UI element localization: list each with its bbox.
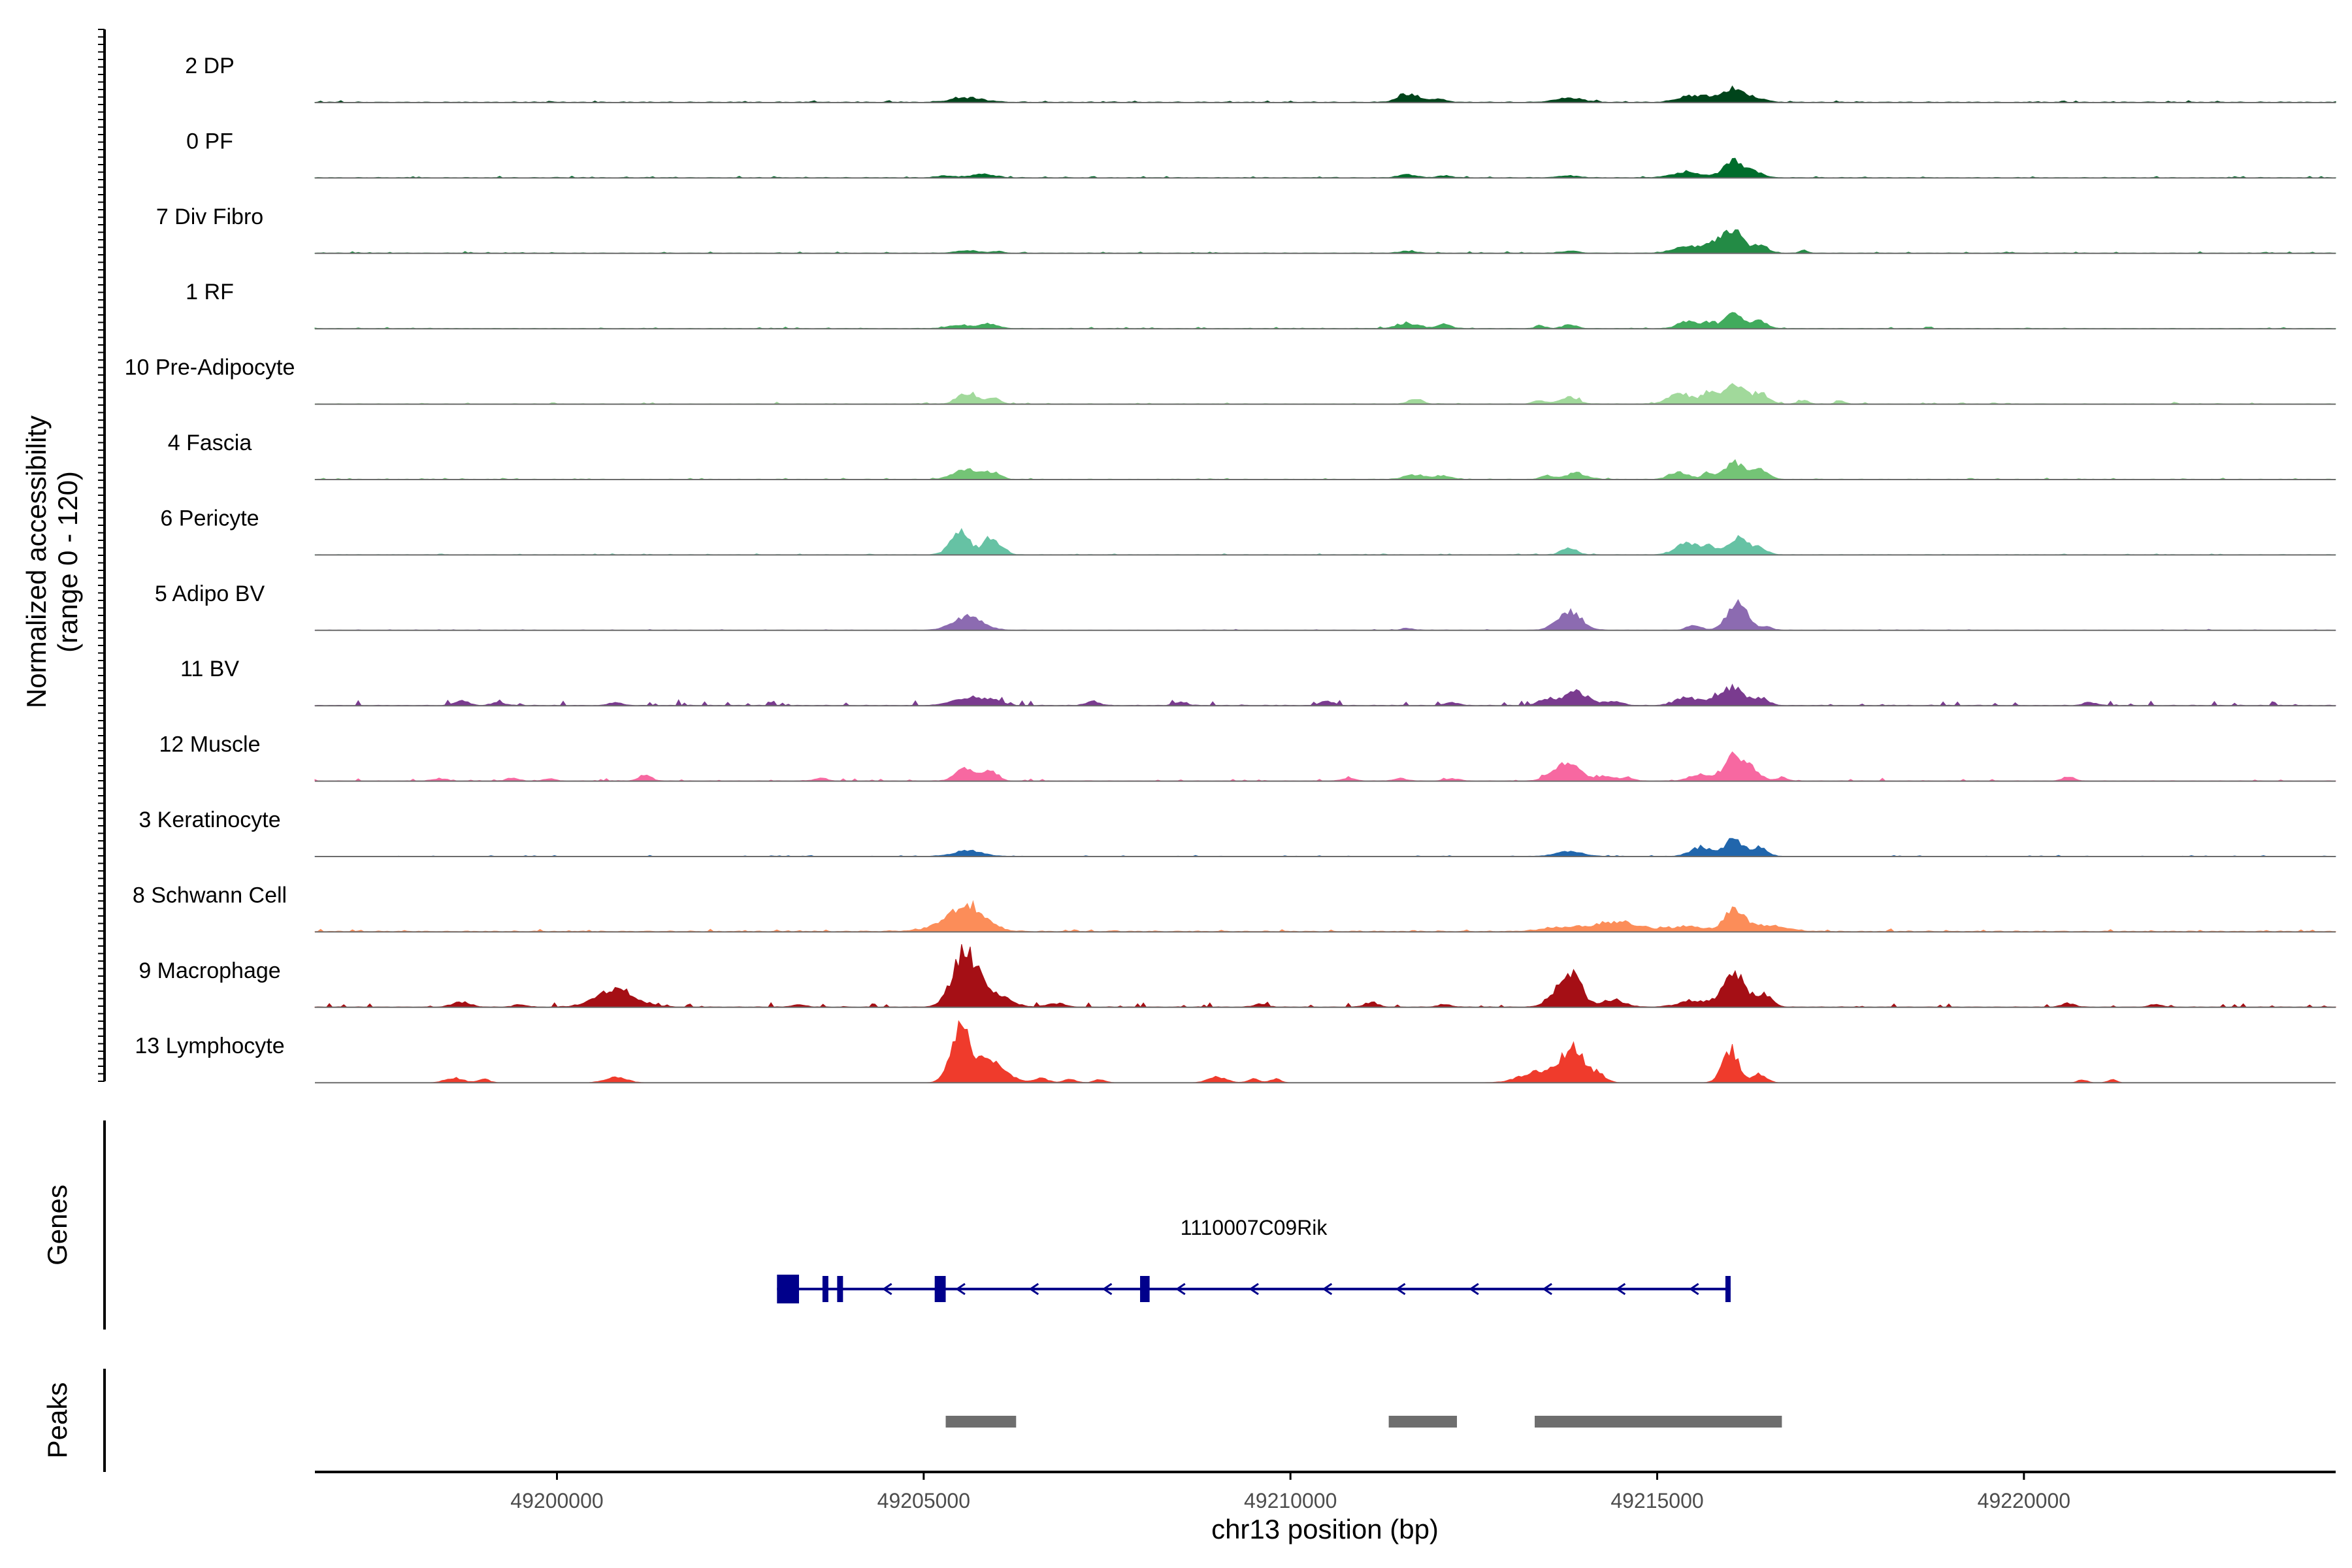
coverage-area	[314, 85, 2336, 103]
track-label: 4 Fascia	[168, 431, 252, 455]
accessibility-y-axis	[98, 29, 106, 1082]
track-9-macrophage: 9 Macrophage	[139, 944, 2336, 1008]
track-label: 2 DP	[185, 54, 235, 78]
exon	[822, 1276, 828, 1302]
track-5-adipo-bv: 5 Adipo BV	[155, 581, 2336, 631]
exon	[1725, 1276, 1731, 1302]
peak-region	[945, 1416, 1017, 1428]
peaks-track-label: Peaks	[42, 1382, 73, 1459]
strand-arrow	[1028, 1282, 1039, 1296]
track-label: 10 Pre-Adipocyte	[125, 355, 295, 380]
coverage-area	[314, 598, 2336, 631]
peak-regions	[945, 1416, 1782, 1428]
track-6-pericyte: 6 Pericyte	[160, 506, 2336, 556]
coverage-area	[314, 459, 2336, 480]
track-label: 5 Adipo BV	[155, 581, 265, 606]
track-label: 12 Muscle	[159, 732, 261, 757]
coverage-area	[314, 229, 2336, 254]
track-2-dp: 2 DP	[185, 54, 2336, 103]
exon	[777, 1275, 799, 1303]
genomic-x-axis: 49200000 49205000 49210000 49215000 49220000	[315, 1471, 2336, 1512]
coverage-area	[314, 157, 2336, 178]
strand-arrow	[1615, 1282, 1626, 1296]
track-1-rf: 1 RF	[186, 280, 2336, 330]
coverage-area	[314, 383, 2336, 405]
track-3-keratinocyte: 3 Keratinocyte	[139, 808, 2336, 857]
coverage-area	[314, 838, 2336, 857]
track-0-pf: 0 PF	[186, 129, 2336, 179]
coverage-area	[315, 1020, 2336, 1083]
track-label: 13 Lymphocyte	[135, 1034, 284, 1058]
track-13-lymphocyte: 13 Lymphocyte	[135, 1020, 2336, 1084]
coverage-area	[314, 944, 2336, 1008]
x-tick-label: 49200000	[510, 1489, 603, 1512]
y-axis-label: Normalized accessibility	[21, 416, 52, 708]
gene-model: 1110007C09Rik	[777, 1216, 1731, 1303]
exon	[934, 1276, 946, 1302]
x-tick-label: 49220000	[1978, 1489, 2070, 1512]
track-label: 9 Macrophage	[139, 958, 280, 983]
coverage-tracks: 2 DP 0 PF 7 Div Fibro 1 RF 10 Pre-Adipocyte 4…	[125, 54, 2336, 1084]
strand-arrow	[1102, 1282, 1113, 1296]
track-10-pre-adipocyte: 10 Pre-Adipocyte	[125, 355, 2336, 405]
track-label: 1 RF	[186, 280, 234, 304]
peak-region	[1388, 1416, 1458, 1428]
track-label: 3 Keratinocyte	[139, 808, 280, 832]
x-axis-label: chr13 position (bp)	[1211, 1514, 1439, 1544]
coverage-area	[314, 528, 2336, 555]
track-12-muscle: 12 Muscle	[159, 732, 2336, 782]
strand-arrow	[1688, 1282, 1699, 1296]
coverage-area	[314, 900, 2336, 932]
strand-arrow	[1249, 1282, 1259, 1296]
gene-name-label: 1110007C09Rik	[1181, 1216, 1328, 1239]
strand-arrow	[881, 1282, 892, 1296]
strand-arrow	[1175, 1282, 1186, 1296]
x-tick-label: 49205000	[877, 1489, 970, 1512]
track-label: 0 PF	[186, 129, 233, 154]
x-tick-label: 49210000	[1244, 1489, 1337, 1512]
track-7-div-fibro: 7 Div Fibro	[156, 204, 2336, 254]
strand-arrow	[1542, 1282, 1552, 1296]
track-11-bv: 11 BV	[180, 657, 2336, 707]
exon	[1140, 1276, 1150, 1302]
strand-arrow	[1395, 1282, 1406, 1296]
y-axis-range-label: (range 0 - 120)	[52, 471, 83, 653]
coverage-area	[314, 683, 2336, 706]
peak-region	[1535, 1416, 1782, 1428]
track-label: 6 Pericyte	[160, 506, 259, 531]
coverage-area	[314, 751, 2336, 782]
track-4-fascia: 4 Fascia	[168, 431, 2336, 480]
track-label: 7 Div Fibro	[156, 204, 263, 229]
track-label: 8 Schwann Cell	[133, 883, 287, 907]
genes-track-label: Genes	[42, 1184, 73, 1266]
exon	[837, 1276, 843, 1302]
strand-arrow	[1322, 1282, 1333, 1296]
track-label: 11 BV	[180, 657, 239, 681]
coverage-area	[314, 312, 2336, 329]
track-8-schwann-cell: 8 Schwann Cell	[133, 883, 2336, 933]
strand-arrow	[1469, 1282, 1479, 1296]
x-tick-label: 49215000	[1610, 1489, 1703, 1512]
strand-arrow	[955, 1282, 966, 1296]
